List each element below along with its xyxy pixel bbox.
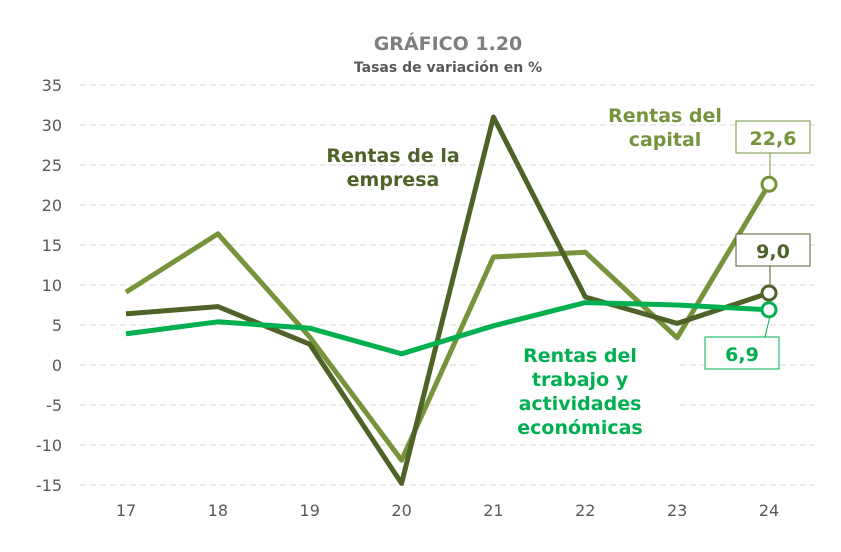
data-label-box — [735, 233, 811, 267]
series-label: Rentas de la — [326, 145, 459, 167]
series-line — [125, 114, 770, 486]
series-label: económicas — [517, 417, 643, 439]
y-tick-label: 20 — [42, 196, 62, 215]
chart-title: GRÁFICO 1.20 — [374, 32, 523, 55]
data-label: 9,0 — [756, 241, 790, 263]
series-label: Rentas del — [523, 345, 637, 367]
label-background — [480, 338, 678, 438]
y-tick-label: 25 — [42, 156, 62, 175]
data-label: 22,6 — [750, 128, 797, 150]
series-line — [125, 300, 770, 357]
y-tick-label: 35 — [42, 76, 62, 95]
x-tick-label: 24 — [759, 501, 779, 520]
y-tick-label: 30 — [42, 116, 62, 135]
y-tick-label: 0 — [52, 356, 62, 375]
chart-subtitle: Tasas de variación en % — [354, 60, 542, 76]
x-tick-label: 17 — [116, 501, 136, 520]
x-tick-label: 20 — [391, 501, 411, 520]
series-label: actividades — [519, 393, 642, 415]
y-tick-label: -10 — [36, 436, 62, 455]
series-label: capital — [629, 129, 702, 151]
y-tick-label: 10 — [42, 276, 62, 295]
series-label: trabajo y — [532, 369, 629, 391]
x-tick-label: 18 — [208, 501, 228, 520]
x-tick-label: 22 — [575, 501, 595, 520]
data-label-box — [735, 120, 811, 154]
callout-line — [764, 315, 771, 338]
y-tick-label: -5 — [46, 396, 62, 415]
y-tick-label: 5 — [52, 316, 62, 335]
y-tick-label: 15 — [42, 236, 62, 255]
series-label: Rentas del — [608, 105, 722, 127]
end-point-marker — [760, 175, 778, 193]
end-point-marker — [760, 301, 778, 319]
y-tick-label: -15 — [36, 476, 62, 495]
x-tick-label: 19 — [300, 501, 320, 520]
data-label-box — [704, 336, 780, 370]
series-line — [124, 182, 772, 463]
x-tick-label: 23 — [667, 501, 687, 520]
data-label: 6,9 — [725, 344, 759, 366]
x-tick-label: 21 — [483, 501, 503, 520]
series-label: empresa — [347, 169, 440, 191]
end-point-marker — [760, 284, 778, 302]
